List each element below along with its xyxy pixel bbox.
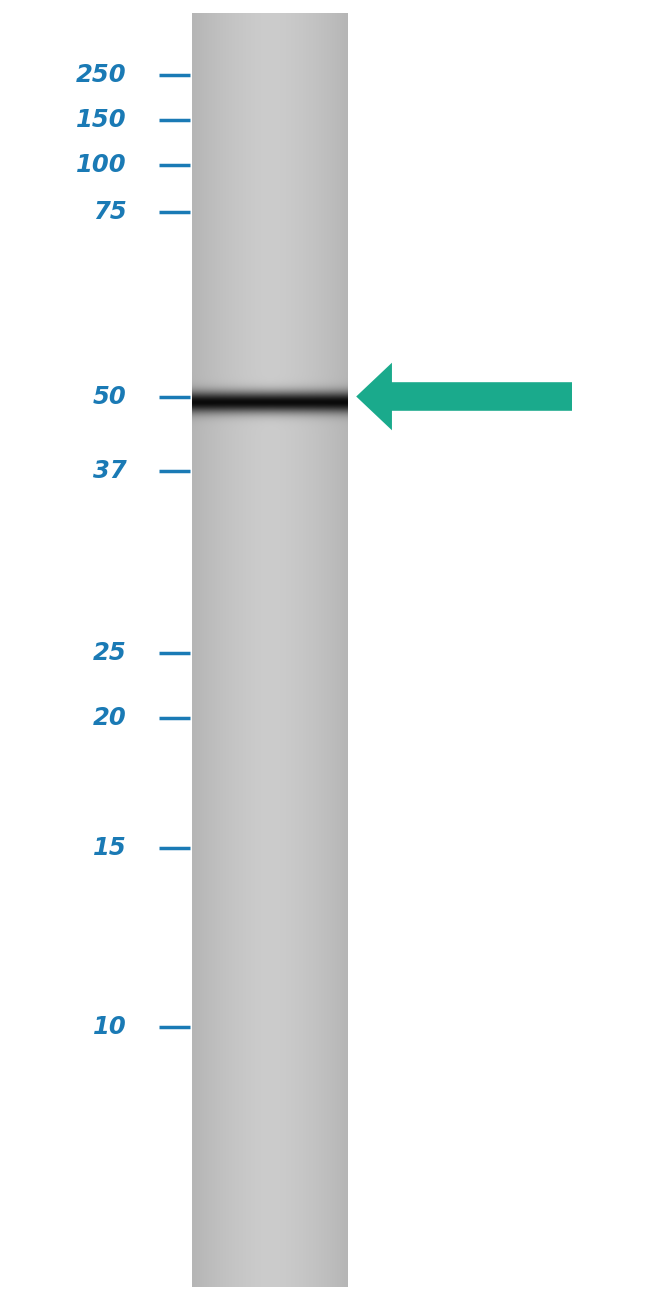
Text: 75: 75 bbox=[93, 200, 127, 224]
Text: 10: 10 bbox=[93, 1015, 127, 1039]
Text: 50: 50 bbox=[93, 385, 127, 408]
Text: 250: 250 bbox=[76, 64, 127, 87]
Text: 25: 25 bbox=[93, 641, 127, 664]
Text: 100: 100 bbox=[76, 153, 127, 177]
FancyArrow shape bbox=[356, 363, 572, 430]
Text: 150: 150 bbox=[76, 108, 127, 131]
Text: 37: 37 bbox=[93, 459, 127, 482]
Text: 20: 20 bbox=[93, 706, 127, 729]
Text: 15: 15 bbox=[93, 836, 127, 859]
